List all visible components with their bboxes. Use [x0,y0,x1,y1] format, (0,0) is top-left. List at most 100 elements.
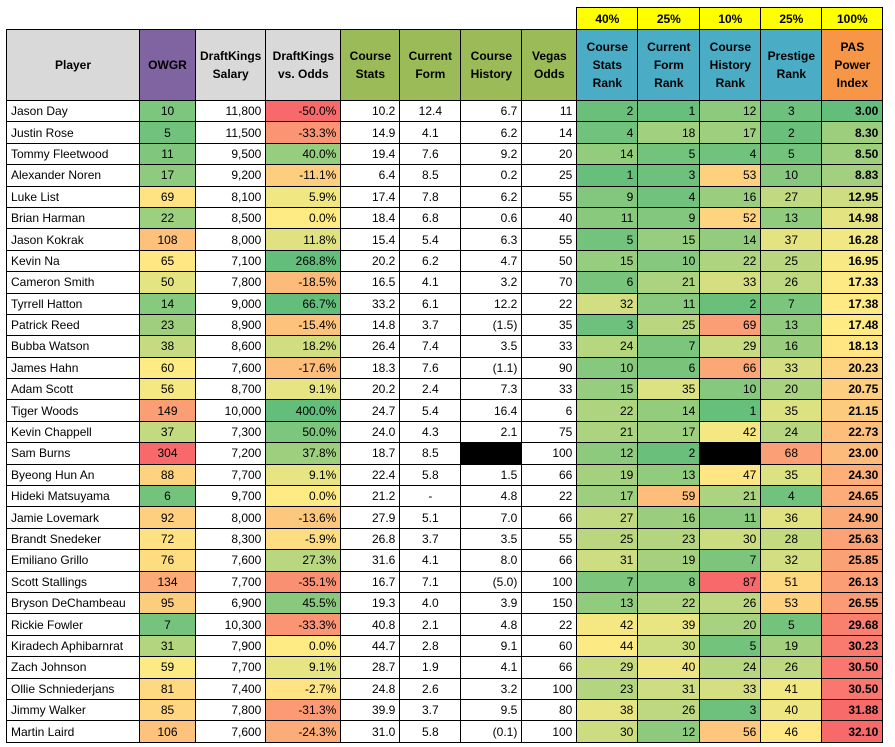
cell-course-history[interactable]: 6.3 [460,228,523,251]
cell-pas-index[interactable]: 24.30 [821,463,884,487]
cell-vegas-odds[interactable]: 35 [521,313,578,337]
cell-vegas-odds[interactable]: 22 [521,292,578,315]
cell-pas-index[interactable]: 25.85 [821,549,884,572]
cell-course-stats[interactable]: 28.7 [340,656,401,679]
cell-course-stats[interactable]: 20.2 [340,249,401,273]
cell-course-history[interactable]: 12.2 [460,292,523,315]
cell-owgr[interactable]: 17 [139,164,196,187]
cell-player[interactable]: Kiradech Aphibarnrat [6,634,140,658]
header-owgr[interactable]: OWGR [139,29,196,101]
cell-salary[interactable]: 7,800 [194,271,267,294]
cell-salary[interactable]: 7,400 [194,677,267,700]
cell-course-history-rank[interactable]: 47 [699,463,762,487]
cell-owgr[interactable]: 95 [139,591,196,615]
header-vegas-odds[interactable]: Vegas Odds [521,29,578,101]
cell-pas-index[interactable]: 26.55 [821,591,884,615]
cell-course-history[interactable]: (1.5) [460,313,523,337]
cell-player[interactable]: Scott Stallings [6,570,140,593]
cell-prestige-rank[interactable]: 37 [760,228,823,251]
header-pas-index[interactable]: PAS Power Index [821,29,884,101]
cell-current-form[interactable]: 8.5 [399,164,462,187]
cell-course-history-rank[interactable]: 5 [699,634,762,658]
cell-course-stats-rank[interactable]: 29 [576,656,639,679]
cell-vs-odds[interactable]: -18.5% [265,271,342,294]
cell-course-history[interactable]: 9.5 [460,698,523,722]
header-course-history-rank[interactable]: Course History Rank [699,29,762,101]
cell-pas-index[interactable]: 16.95 [821,249,884,273]
cell-course-history-rank[interactable]: 10 [699,378,762,401]
cell-pas-index[interactable]: 32.10 [821,720,884,743]
cell-vs-odds[interactable]: 27.3% [265,549,342,572]
cell-current-form[interactable]: 6.2 [399,249,462,273]
cell-player[interactable]: Tyrrell Hatton [6,292,140,315]
cell-pas-index[interactable]: 16.28 [821,228,884,251]
cell-current-form[interactable]: 8.5 [399,442,462,465]
cell-pas-index[interactable]: 26.13 [821,570,884,593]
cell-course-history[interactable]: 3.2 [460,677,523,700]
cell-current-form[interactable]: - [399,485,462,508]
cell-course-stats[interactable]: 26.8 [340,527,401,551]
cell-owgr[interactable]: 76 [139,549,196,572]
cell-course-stats[interactable]: 6.4 [340,164,401,187]
cell-player[interactable]: Kevin Chappell [6,420,140,444]
cell-pas-index[interactable]: 17.48 [821,313,884,337]
cell-pas-index[interactable]: 14.98 [821,206,884,230]
cell-course-history-rank[interactable]: 3 [699,698,762,722]
cell-course-stats-rank[interactable]: 15 [576,249,639,273]
cell-course-stats[interactable]: 24.7 [340,399,401,422]
cell-course-history-rank[interactable]: 53 [699,164,762,187]
cell-current-form[interactable]: 7.6 [399,356,462,380]
cell-course-history-rank[interactable]: 11 [699,506,762,529]
header-current-form-rank[interactable]: Current Form Rank [637,29,701,101]
cell-owgr[interactable]: 65 [139,249,196,273]
cell-current-form[interactable]: 4.3 [399,420,462,444]
cell-course-history[interactable]: 4.1 [460,656,523,679]
cell-course-stats-rank[interactable]: 22 [576,399,639,422]
cell-player[interactable]: Byeong Hun An [6,463,140,487]
cell-salary[interactable]: 8,000 [194,506,267,529]
cell-course-stats-rank[interactable]: 13 [576,591,639,615]
cell-course-stats-rank[interactable]: 9 [576,185,639,208]
cell-current-form[interactable]: 5.8 [399,720,462,743]
cell-pas-index[interactable]: 17.38 [821,292,884,315]
header-player[interactable]: Player [6,29,140,101]
cell-vegas-odds[interactable]: 40 [521,206,578,230]
cell-salary[interactable]: 7,600 [194,549,267,572]
cell-vegas-odds[interactable]: 55 [521,185,578,208]
cell-course-stats-rank[interactable]: 44 [576,634,639,658]
header-vs-odds[interactable]: DraftKings vs. Odds [265,29,342,101]
cell-vegas-odds[interactable]: 33 [521,335,578,358]
cell-salary[interactable]: 9,200 [194,164,267,187]
cell-current-form[interactable]: 4.1 [399,549,462,572]
cell-pas-index[interactable]: 25.63 [821,527,884,551]
cell-vs-odds[interactable]: 66.7% [265,292,342,315]
cell-course-stats-rank[interactable]: 3 [576,313,639,337]
cell-player[interactable]: Luke List [6,185,140,208]
cell-player[interactable]: Brandt Snedeker [6,527,140,551]
cell-course-stats[interactable]: 14.9 [340,121,401,144]
cell-current-form-rank[interactable]: 17 [637,420,701,444]
cell-salary[interactable]: 8,900 [194,313,267,337]
cell-course-history-rank[interactable]: 12 [699,99,762,123]
cell-salary[interactable]: 9,500 [194,142,267,166]
cell-current-form[interactable]: 6.1 [399,292,462,315]
cell-prestige-rank[interactable]: 24 [760,420,823,444]
cell-player[interactable]: Sam Burns [6,442,140,465]
cell-prestige-rank[interactable]: 51 [760,570,823,593]
cell-owgr[interactable]: 31 [139,634,196,658]
cell-vs-odds[interactable]: -2.7% [265,677,342,700]
cell-pas-index[interactable]: 30.50 [821,656,884,679]
cell-prestige-rank[interactable]: 28 [760,527,823,551]
cell-vegas-odds[interactable]: 66 [521,656,578,679]
cell-course-stats-rank[interactable]: 24 [576,335,639,358]
cell-current-form-rank[interactable]: 18 [637,121,701,144]
cell-owgr[interactable]: 92 [139,506,196,529]
cell-course-history-rank[interactable] [699,442,762,465]
cell-course-history-rank[interactable]: 17 [699,121,762,144]
cell-course-history[interactable]: (5.0) [460,570,523,593]
cell-owgr[interactable]: 23 [139,313,196,337]
cell-course-stats-rank[interactable]: 42 [576,613,639,636]
cell-vs-odds[interactable]: -31.3% [265,698,342,722]
cell-course-history-rank[interactable]: 33 [699,677,762,700]
cell-vs-odds[interactable]: -33.3% [265,613,342,636]
